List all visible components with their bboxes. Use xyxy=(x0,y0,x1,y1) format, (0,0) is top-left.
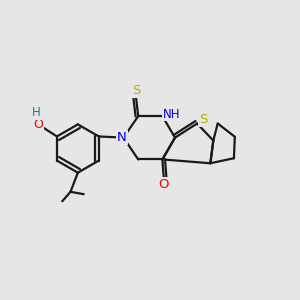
Text: N: N xyxy=(117,131,127,144)
Text: NH: NH xyxy=(163,108,180,121)
Text: S: S xyxy=(200,113,208,127)
Text: O: O xyxy=(159,178,169,191)
Text: S: S xyxy=(132,84,140,97)
Text: H: H xyxy=(32,106,41,119)
Text: O: O xyxy=(33,118,43,130)
